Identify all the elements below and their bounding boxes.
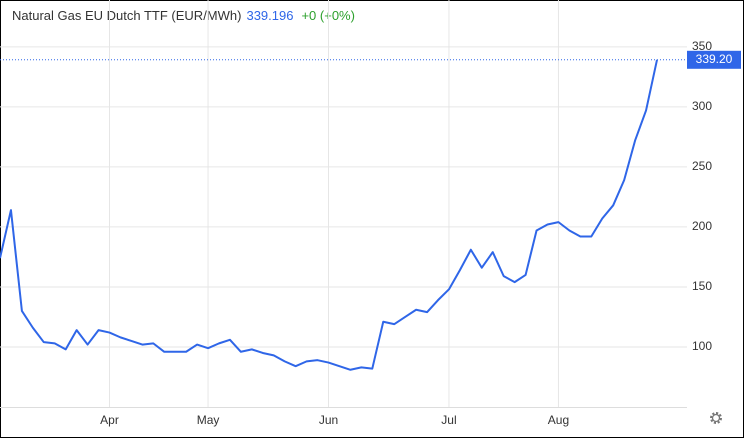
y-tick-label: 350	[692, 39, 712, 53]
y-tick-label: 200	[692, 219, 712, 233]
x-tick-label: Apr	[100, 413, 119, 427]
y-tick-label: 100	[692, 339, 712, 353]
gear-body	[711, 413, 721, 423]
title: Natural Gas EU Dutch TTF (EUR/MWh)	[12, 8, 241, 23]
y-tick-label: 250	[692, 159, 712, 173]
price: 339.196	[246, 8, 293, 23]
gear-teeth	[710, 412, 722, 424]
x-tick-label: May	[197, 413, 220, 427]
last-price-box	[687, 50, 741, 69]
line	[0, 59, 658, 371]
grid	[0, 0, 687, 407]
last-price-label: 339.20	[696, 52, 733, 66]
settings-icon[interactable]	[710, 412, 722, 424]
y-tick-label: 150	[692, 279, 712, 293]
x-tick-label: Jul	[441, 413, 456, 427]
x-tick-label: Jun	[319, 413, 338, 427]
x-tick-label: Aug	[548, 413, 569, 427]
y-tick-label: 300	[692, 99, 712, 113]
chart-title: Natural Gas EU Dutch TTF (EUR/MWh) 339.19…	[12, 8, 355, 23]
